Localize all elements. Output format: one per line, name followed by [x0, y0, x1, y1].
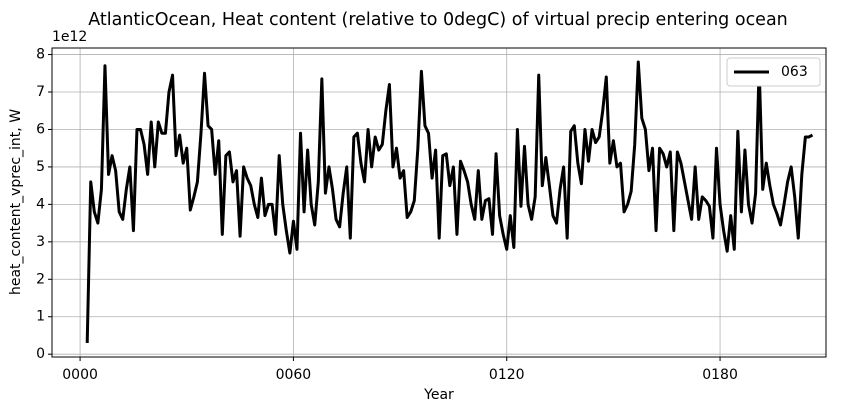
y-tick-label: 8 [36, 47, 45, 63]
y-offset-label: 1e12 [52, 29, 87, 45]
x-tick-label: 0000 [62, 367, 98, 383]
y-tick-label: 6 [36, 121, 45, 137]
legend-box [726, 57, 821, 87]
x-tick-label: 0120 [489, 367, 525, 383]
axes-frame [51, 47, 827, 358]
y-tick-label: 5 [36, 159, 45, 175]
y-tick-label: 2 [36, 271, 45, 287]
y-tick-label: 0 [36, 346, 45, 362]
x-tick-label: 0180 [702, 367, 738, 383]
chart-title: AtlanticOcean, Heat content (relative to… [88, 10, 788, 30]
legend-label: 063 [781, 64, 808, 80]
y-tick-label: 1 [36, 309, 45, 325]
data-line [85, 60, 814, 343]
y-tick-label: 3 [36, 234, 45, 250]
x-tick-label: 0060 [276, 367, 312, 383]
x-axis-label: Year [423, 387, 454, 403]
y-axis-label: heat_content_vprec_int, W [8, 109, 24, 295]
y-tick-label: 4 [36, 196, 45, 212]
y-tick-label: 7 [36, 84, 45, 100]
